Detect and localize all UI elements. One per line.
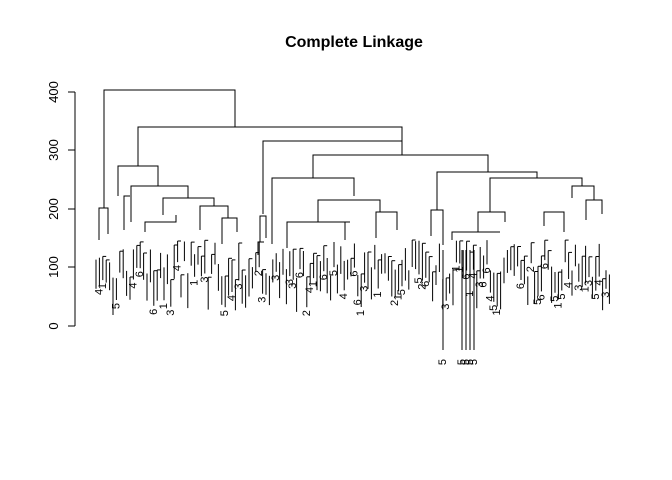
leaf-label: 6 [478,281,490,287]
leaf-label: 1 [189,280,201,286]
leaf-label: 4 [127,282,139,288]
leaf-label: 3 [474,281,486,287]
leaf-label: 6 [461,273,473,279]
leaf-label: 5 [556,293,568,299]
leaf-label: 2 [253,270,265,276]
leaf-label: 5 [549,296,561,302]
leaf-label: 4 [338,293,350,299]
leaf-label: 3 [440,304,452,310]
leaf-label: 4 [593,280,605,286]
leaf-label: 6 [515,283,527,289]
dendrogram-top-links [98,89,603,255]
leaf-label: 5 [437,359,449,365]
leaf-label: 5 [110,303,122,309]
leaf-label: 3 [257,297,269,303]
leaf-label: 3 [233,283,245,289]
leaf-label: 3 [199,276,211,282]
leaf-label: 5 [219,310,231,316]
leaf-label: 4 [226,295,238,301]
leaf-label: 1 [372,291,384,297]
leaf-label: 5 [464,359,476,365]
leaf-label: 4 [93,289,105,295]
leaf-label: 6 [318,274,330,280]
leaf-label: 5 [532,299,544,305]
y-tick-label: 400 [46,81,61,103]
leaf-label: 2 [389,300,401,306]
leaf-label: 4 [304,287,316,293]
leaf-label: 6 [535,294,547,300]
leaf-labels: 4154661341354323333624165466131215526311… [93,263,612,365]
leaf-label: 1 [355,310,367,316]
leaf-label: 3 [573,285,585,291]
leaf-label: 6 [420,281,432,287]
leaf-label: 1 [393,294,405,300]
leaf-label: 1 [308,281,320,287]
leaf-label: 1 [491,309,503,315]
leaf-label: 5 [468,359,480,365]
leaf-label: 3 [600,292,612,298]
leaf-label: 3 [359,286,371,292]
leaf-label: 4 [172,265,184,271]
leaf-label: 6 [348,271,360,277]
leaf-label: 6 [148,309,160,315]
leaf-label: 5 [328,270,340,276]
leaf-label: 3 [270,275,282,281]
leaf-label: 1 [97,283,109,289]
leaf-label: 4 [467,273,479,279]
chart-title: Complete Linkage [285,34,423,51]
leaf-label: 5 [396,289,408,295]
leaf-label: 6 [352,299,364,305]
leaf-label: 2 [416,284,428,290]
y-tick-label: 100 [46,256,61,278]
leaf-label: 6 [294,272,306,278]
leaf-label: 1 [158,303,170,309]
leaf-label: 1 [450,265,462,271]
y-tick-label: 0 [46,322,61,329]
leaf-label: 6 [539,263,551,269]
leaf-label: 3 [284,279,296,285]
leaf-label: 1 [454,266,466,272]
leaf-label: 1 [580,286,592,292]
leaf-label: 1 [464,291,476,297]
y-axis: 0 100 200 300 400 [46,81,76,330]
leaf-label: 5 [590,294,602,300]
dendrogram-low-links [95,239,610,350]
leaf-label: 5 [413,277,425,283]
leaf-label: 6 [481,267,493,273]
y-tick-label: 300 [46,139,61,161]
leaf-label: 3 [583,280,595,286]
leaf-label: 4 [484,296,496,302]
leaf-label: 5 [488,305,500,311]
y-tick-label: 200 [46,198,61,220]
leaf-label: 2 [301,310,313,316]
leaf-label: 3 [165,310,177,316]
leaf-label: 1 [552,302,564,308]
leaf-label: 5 [456,359,468,365]
leaf-label: 4 [563,282,575,288]
leaf-label: 2 [525,266,537,272]
leaf-label: 5 [460,359,472,365]
leaf-label: 3 [287,283,299,289]
leaf-label: 6 [134,271,146,277]
